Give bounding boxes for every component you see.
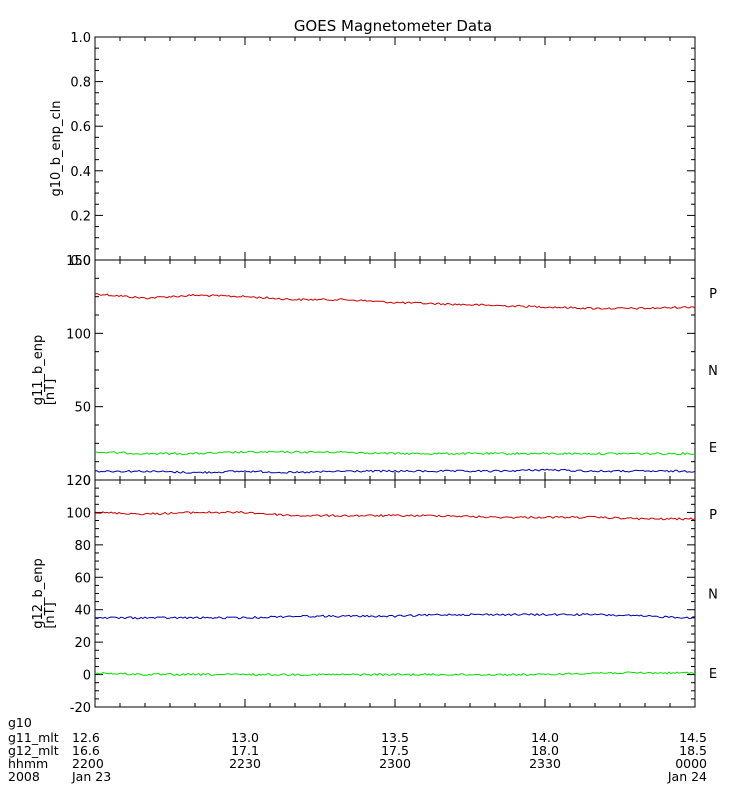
xlabel-row-hhmm: hhmm — [8, 756, 48, 771]
panel-3-ytick-label: -20 — [70, 701, 91, 716]
panel-1-ytick-label: 0.0 — [70, 254, 91, 269]
panel-3-series-E — [94, 613, 696, 620]
xlabel-hhmm-3: 2330 — [529, 756, 561, 771]
panel-2-series-E — [94, 468, 696, 474]
panel-2-ytick-label: 0 — [83, 474, 91, 489]
panel-1-ytick-label: 0.6 — [70, 120, 91, 135]
panel-1-ytick-label: 0.4 — [70, 165, 91, 180]
panel-3-yunit: [nT] — [43, 602, 58, 628]
xlabel-2008-0: Jan 23 — [71, 769, 111, 784]
xlabel-g11_mlt-2: 13.5 — [381, 730, 409, 745]
xlabel-g12_mlt-0: 16.6 — [72, 743, 100, 758]
panel-2-ytick-label: 50 — [74, 401, 91, 416]
xlabel-hhmm-4: 0000 — [675, 756, 707, 771]
panel-3-ylabel: g12_b_enp — [31, 558, 46, 629]
panel-3-ytick-label: 120 — [66, 474, 91, 489]
panel-3-ytick-label: 0 — [83, 669, 91, 684]
xlabel-g12_mlt-2: 17.5 — [381, 743, 409, 758]
xlabel-g12_mlt-4: 18.5 — [679, 743, 707, 758]
panel-2-yunit: [nT] — [43, 379, 58, 405]
panel-3-legend-N: N — [708, 588, 718, 603]
panel-3-series-N — [94, 671, 696, 677]
xlabel-hhmm-0: 2200 — [72, 756, 104, 771]
xlabel-g12_mlt-1: 17.1 — [231, 743, 259, 758]
panel-3-series-P — [94, 510, 696, 521]
panel-2-frame — [94, 259, 696, 481]
panel-2-legend-N: N — [708, 364, 718, 379]
panel-3-ytick-label: 80 — [74, 539, 91, 554]
panel-2-series-P — [94, 292, 696, 310]
panel-1-ylabel: g10_b_enp_cln — [49, 100, 64, 196]
panel-3-ytick-label: 100 — [66, 506, 91, 521]
panel-3-ytick-label: 40 — [74, 604, 91, 619]
panel-1-frame — [94, 36, 696, 261]
panel-2-legend-P: P — [709, 287, 717, 302]
panel-2-series-N — [94, 450, 696, 456]
xlabel-g11_mlt-3: 14.0 — [531, 730, 559, 745]
panel-3-ytick-label: 20 — [74, 636, 91, 651]
xlabel-g11_mlt-0: 12.6 — [72, 730, 100, 745]
panel-3-legend-E: E — [709, 667, 717, 682]
panel-1-ytick-label: 0.8 — [70, 76, 91, 91]
panel-2-ytick-label: 150 — [66, 254, 91, 269]
panel-2-ytick-label: 100 — [66, 327, 91, 342]
xlabel-g11_mlt-1: 13.0 — [231, 730, 259, 745]
xlabel-hhmm-2: 2300 — [379, 756, 411, 771]
xlabel-hhmm-1: 2230 — [229, 756, 261, 771]
xlabel-g11_mlt-4: 14.5 — [679, 730, 707, 745]
panel-1-ytick-label: 1.0 — [70, 31, 91, 46]
xlabel-2008-4: Jan 24 — [667, 769, 707, 784]
xlabel-row-g10: g10 — [8, 715, 32, 730]
xlabel-row-2008: 2008 — [8, 769, 40, 784]
chart-title: GOES Magnetometer Data — [294, 17, 492, 35]
panel-3-legend-P: P — [709, 508, 717, 523]
panel-1-ytick-label: 0.2 — [70, 209, 91, 224]
xlabel-g12_mlt-3: 18.0 — [531, 743, 559, 758]
panel-2-ylabel: g11_b_enp — [31, 335, 46, 406]
xlabel-row-g12_mlt: g12_mlt — [8, 743, 59, 758]
panel-3-ytick-label: 60 — [74, 571, 91, 586]
panel-2-legend-E: E — [709, 441, 717, 456]
xlabel-row-g11_mlt: g11_mlt — [8, 730, 59, 745]
